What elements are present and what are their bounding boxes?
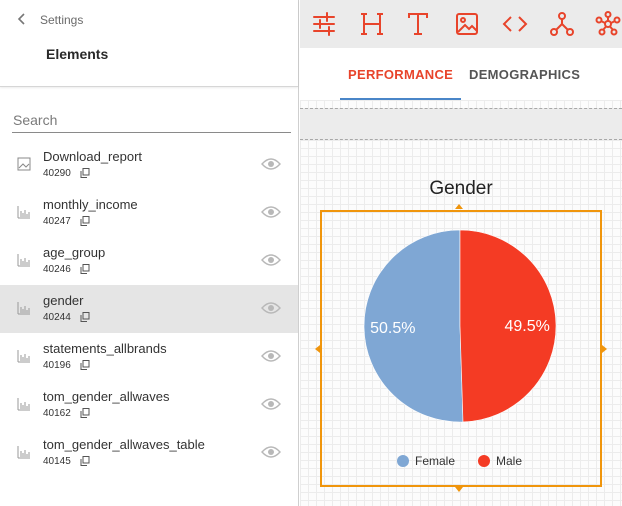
code-icon[interactable] [502, 11, 528, 37]
legend-swatch [397, 455, 409, 467]
element-row-monthly-income[interactable]: monthly_income 40247 [0, 189, 298, 237]
legend-item-male[interactable]: Male [478, 454, 522, 468]
elements-list: Download_report 40290 monthly_income 40247 a… [0, 141, 298, 477]
element-row-statements-allbrands[interactable]: statements_allbrands 40196 [0, 333, 298, 381]
pie-slice-male[interactable] [459, 229, 557, 423]
drop-zone[interactable] [300, 108, 622, 140]
tab-bar: PERFORMANCE DEMOGRAPHICS [300, 48, 622, 100]
element-row-tom-gender-allwaves[interactable]: tom_gender_allwaves 40162 [0, 381, 298, 429]
bar-chart-icon [17, 302, 30, 315]
element-name: gender [43, 293, 84, 308]
pie-slice-female[interactable] [363, 229, 464, 423]
visibility-eye-icon[interactable] [261, 445, 281, 459]
copy-icon[interactable] [80, 264, 90, 274]
visibility-eye-icon[interactable] [261, 253, 281, 267]
search-input[interactable] [12, 108, 291, 133]
element-id: 40145 [43, 456, 71, 467]
copy-icon[interactable] [80, 408, 90, 418]
legend-label: Female [415, 454, 456, 468]
tab-performance[interactable]: PERFORMANCE [348, 67, 454, 82]
copy-icon[interactable] [80, 168, 90, 178]
panel-header: Settings Elements [0, 0, 298, 87]
element-row-download-report[interactable]: Download_report 40290 [0, 141, 298, 189]
element-id: 40246 [43, 264, 71, 275]
copy-icon[interactable] [80, 216, 90, 226]
pie-label-female: 50.5% [370, 320, 415, 337]
bar-chart-icon [17, 206, 30, 219]
element-row-age-group[interactable]: age_group 40246 [0, 237, 298, 285]
element-row-gender[interactable]: gender 40244 [0, 285, 298, 333]
tab-demographics[interactable]: DEMOGRAPHICS [469, 67, 581, 82]
element-row-tom-gender-allwaves-table[interactable]: tom_gender_allwaves_table 40145 [0, 429, 298, 477]
gender-pie-chart[interactable]: 50.5% 49.5% [320, 210, 602, 487]
legend-item-female[interactable]: Female [397, 454, 455, 468]
element-name: monthly_income [43, 197, 138, 212]
element-id: 40244 [43, 312, 71, 323]
legend-label: Male [496, 454, 523, 468]
copy-icon[interactable] [80, 360, 90, 370]
copy-icon[interactable] [80, 312, 90, 322]
visibility-eye-icon[interactable] [261, 157, 281, 171]
copy-icon[interactable] [80, 456, 90, 466]
visibility-eye-icon[interactable] [261, 349, 281, 363]
visibility-eye-icon[interactable] [261, 205, 281, 219]
element-name: age_group [43, 245, 106, 260]
back-chevron-icon[interactable] [14, 11, 30, 27]
image-icon[interactable] [454, 11, 480, 37]
element-name: tom_gender_allwaves_table [43, 437, 205, 452]
resize-handle-top[interactable] [455, 204, 463, 209]
heading-icon[interactable] [359, 11, 385, 37]
resize-handle-left[interactable] [315, 345, 320, 353]
hierarchy-icon[interactable] [549, 11, 575, 37]
report-canvas[interactable]: Gender 50.5% 49.5% Female Male [300, 100, 622, 506]
chart-title: Gender [429, 178, 493, 199]
pie-label-male: 49.5% [505, 318, 550, 335]
resize-handle-right[interactable] [602, 345, 607, 353]
bar-chart-icon [17, 254, 30, 267]
page-title: Elements [46, 46, 109, 62]
legend-swatch [478, 455, 490, 467]
element-id: 40290 [43, 168, 71, 179]
breadcrumb[interactable]: Settings [40, 13, 84, 27]
element-id: 40247 [43, 216, 71, 227]
active-tab-indicator [340, 98, 461, 100]
elements-panel: Settings Elements Download_report 40290 mo… [0, 0, 299, 506]
element-name: statements_allbrands [43, 341, 167, 356]
visibility-eye-icon[interactable] [261, 301, 281, 315]
toolbar [300, 0, 622, 48]
element-id: 40162 [43, 408, 71, 419]
editor-panel: PERFORMANCE DEMOGRAPHICS Gender 50.5% 49.… [300, 0, 622, 506]
element-id: 40196 [43, 360, 71, 371]
element-name: tom_gender_allwaves [43, 389, 170, 404]
network-icon[interactable] [595, 11, 621, 37]
image-icon [17, 157, 31, 171]
bar-chart-icon [17, 398, 30, 411]
bar-chart-icon [17, 446, 30, 459]
resize-handle-bottom[interactable] [455, 487, 463, 492]
bar-chart-icon [17, 350, 30, 363]
sliders-icon[interactable] [311, 11, 337, 37]
chart-legend: Female Male [320, 454, 602, 472]
chart-selection-frame[interactable] [320, 210, 602, 487]
element-name: Download_report [43, 149, 143, 164]
text-icon[interactable] [405, 11, 431, 37]
visibility-eye-icon[interactable] [261, 397, 281, 411]
